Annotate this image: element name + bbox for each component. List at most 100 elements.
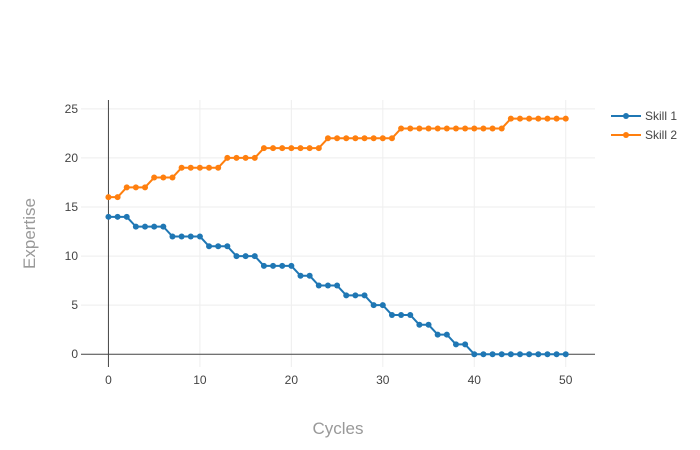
data-point[interactable] [160,174,167,181]
data-point[interactable] [480,125,487,132]
data-point[interactable] [507,351,514,358]
data-point[interactable] [251,154,258,161]
data-point[interactable] [562,351,569,358]
data-point[interactable] [260,262,267,269]
data-point[interactable] [498,351,505,358]
data-point[interactable] [398,125,405,132]
data-point[interactable] [443,331,450,338]
data-point[interactable] [224,243,231,250]
data-point[interactable] [242,253,249,260]
data-point[interactable] [370,135,377,142]
data-point[interactable] [315,282,322,289]
data-point[interactable] [379,135,386,142]
data-point[interactable] [352,135,359,142]
data-point[interactable] [544,115,551,122]
data-point[interactable] [324,282,331,289]
data-point[interactable] [160,223,167,230]
data-point[interactable] [489,125,496,132]
data-point[interactable] [142,223,149,230]
data-point[interactable] [114,213,121,220]
data-point[interactable] [151,174,158,181]
data-point[interactable] [306,272,313,279]
data-point[interactable] [498,125,505,132]
data-point[interactable] [526,351,533,358]
data-point[interactable] [242,154,249,161]
data-point[interactable] [132,184,139,191]
data-point[interactable] [260,145,267,152]
data-point[interactable] [178,164,185,171]
data-point[interactable] [480,351,487,358]
data-point[interactable] [169,233,176,240]
data-point[interactable] [361,292,368,299]
data-point[interactable] [443,125,450,132]
data-point[interactable] [352,292,359,299]
data-point[interactable] [535,351,542,358]
data-point[interactable] [178,233,185,240]
data-point[interactable] [142,184,149,191]
data-point[interactable] [334,282,341,289]
data-point[interactable] [297,145,304,152]
data-point[interactable] [398,311,405,318]
data-point[interactable] [471,351,478,358]
data-point[interactable] [388,311,395,318]
data-point[interactable] [306,145,313,152]
data-point[interactable] [471,125,478,132]
data-point[interactable] [535,115,542,122]
data-point[interactable] [233,253,240,260]
data-point[interactable] [324,135,331,142]
data-point[interactable] [379,302,386,309]
data-point[interactable] [270,145,277,152]
data-point[interactable] [416,321,423,328]
data-point[interactable] [288,145,295,152]
data-point[interactable] [288,262,295,269]
data-point[interactable] [407,125,414,132]
data-point[interactable] [343,292,350,299]
data-point[interactable] [416,125,423,132]
data-point[interactable] [315,145,322,152]
data-point[interactable] [132,223,139,230]
legend-item[interactable]: Skill 2 [611,128,677,142]
data-point[interactable] [114,194,121,201]
data-point[interactable] [370,302,377,309]
data-point[interactable] [105,194,112,201]
data-point[interactable] [452,341,459,348]
legend-item[interactable]: Skill 1 [611,109,677,123]
data-point[interactable] [517,351,524,358]
data-point[interactable] [206,164,213,171]
data-point[interactable] [526,115,533,122]
data-point[interactable] [105,213,112,220]
data-point[interactable] [251,253,258,260]
data-point[interactable] [297,272,304,279]
data-point[interactable] [517,115,524,122]
data-point[interactable] [123,184,130,191]
data-point[interactable] [215,243,222,250]
data-point[interactable] [434,125,441,132]
data-point[interactable] [334,135,341,142]
data-point[interactable] [462,341,469,348]
data-point[interactable] [462,125,469,132]
data-point[interactable] [279,145,286,152]
data-point[interactable] [123,213,130,220]
data-point[interactable] [553,115,560,122]
data-point[interactable] [407,311,414,318]
data-point[interactable] [562,115,569,122]
data-point[interactable] [224,154,231,161]
data-point[interactable] [196,233,203,240]
data-point[interactable] [544,351,551,358]
data-point[interactable] [388,135,395,142]
data-point[interactable] [553,351,560,358]
data-point[interactable] [425,321,432,328]
data-point[interactable] [169,174,176,181]
data-point[interactable] [151,223,158,230]
data-point[interactable] [270,262,277,269]
data-point[interactable] [507,115,514,122]
data-point[interactable] [187,233,194,240]
data-point[interactable] [196,164,203,171]
data-point[interactable] [343,135,350,142]
data-point[interactable] [187,164,194,171]
data-point[interactable] [452,125,459,132]
data-point[interactable] [489,351,496,358]
data-point[interactable] [425,125,432,132]
data-point[interactable] [434,331,441,338]
data-point[interactable] [361,135,368,142]
